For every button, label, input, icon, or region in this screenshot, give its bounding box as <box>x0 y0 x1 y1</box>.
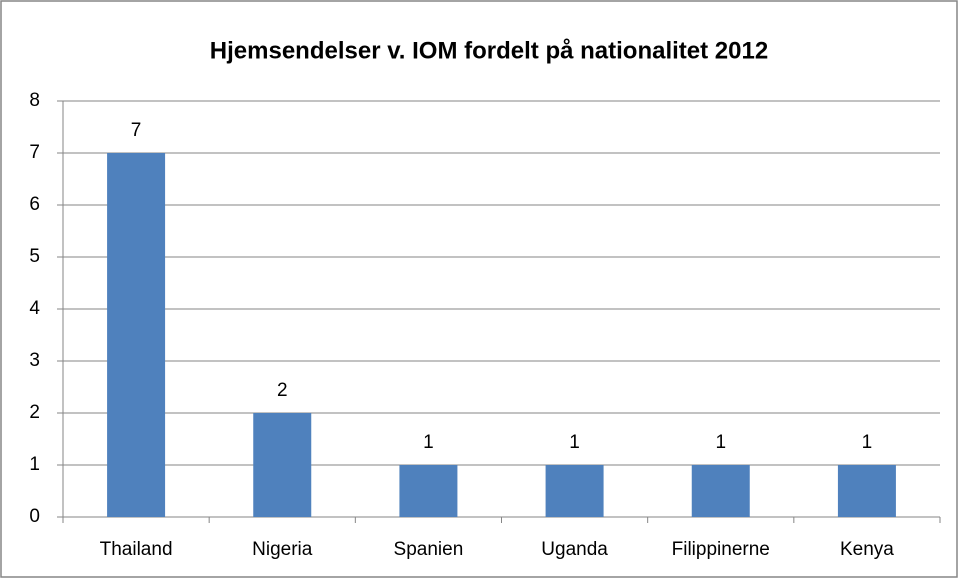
x-tick-label: Spanien <box>394 539 464 560</box>
bar <box>107 153 166 517</box>
x-tick-label: Nigeria <box>252 539 313 560</box>
bar <box>253 413 312 517</box>
bar <box>545 465 604 517</box>
chart-title: Hjemsendelser v. IOM fordelt på national… <box>210 37 768 64</box>
data-label: 2 <box>277 380 288 401</box>
x-tick-label: Thailand <box>100 539 173 560</box>
bar <box>399 465 458 517</box>
data-label: 1 <box>862 432 873 453</box>
bar <box>691 465 750 517</box>
x-tick-label: Kenya <box>840 539 894 560</box>
y-tick-label: 1 <box>29 454 40 475</box>
y-tick-label: 4 <box>29 298 40 319</box>
bar <box>837 465 896 517</box>
y-tick-label: 5 <box>29 246 40 267</box>
data-label: 1 <box>569 432 580 453</box>
y-tick-label: 3 <box>29 350 40 371</box>
data-label: 1 <box>715 432 726 453</box>
data-label: 7 <box>131 120 142 141</box>
y-tick-label: 0 <box>29 506 40 527</box>
y-tick-label: 8 <box>29 90 40 111</box>
data-label: 1 <box>423 432 434 453</box>
y-tick-label: 7 <box>29 142 40 163</box>
y-tick-label: 6 <box>29 194 40 215</box>
x-tick-label: Filippinerne <box>672 539 770 560</box>
y-tick-label: 2 <box>29 402 40 423</box>
x-tick-label: Uganda <box>541 539 608 560</box>
